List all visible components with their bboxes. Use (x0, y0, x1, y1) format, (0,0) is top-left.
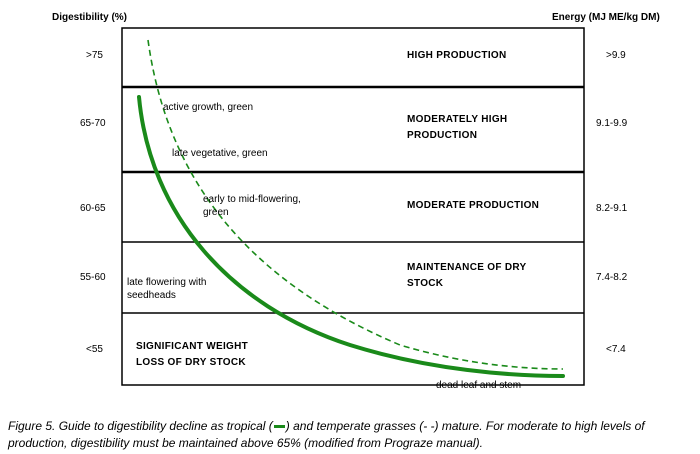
band-label-line: MAINTENANCE OF DRY (407, 262, 527, 273)
growth-stage-annotation: late flowering with seedheads (127, 277, 207, 301)
growth-stage-annotation: early to mid-flowering, green (203, 194, 301, 218)
chart-frame (121, 27, 585, 386)
band-label-line: MODERATELY HIGH (407, 114, 508, 125)
band-label-line: HIGH PRODUCTION (407, 50, 507, 61)
growth-stage-annotation: active growth, green (163, 102, 254, 113)
temperate-grass-curve (147, 39, 564, 370)
band-label-line: LOSS OF DRY STOCK (136, 357, 246, 368)
band-label: MODERATELY HIGH PRODUCTION (407, 112, 507, 144)
growth-stage-annotation: dead leaf and stem (436, 380, 522, 391)
band-label: SIGNIFICANT WEIGHT LOSS OF DRY STOCK (136, 339, 248, 371)
right-axis-header: Energy (MJ ME/kg DM) (552, 12, 660, 23)
energy-level: <7.4 (606, 344, 626, 355)
energy-level: >9.9 (606, 50, 626, 61)
tropical-grass-curve (137, 95, 565, 378)
band-label-line: STOCK (407, 278, 444, 289)
energy-level: 9.1-9.9 (596, 118, 628, 129)
band-label-line: SIGNIFICANT WEIGHT (136, 341, 249, 352)
energy-level: 8.2-9.1 (596, 203, 628, 214)
caption-text: Figure 5. Guide to digestibility decline… (8, 419, 273, 433)
caption-text: ) and temperate grasses (- -) mature. Fo… (8, 419, 645, 450)
digestibility-level: 60-65 (80, 203, 106, 214)
digestibility-level: >75 (86, 50, 103, 61)
figure-caption: Figure 5. Guide to digestibility decline… (8, 418, 698, 452)
solid-line-legend-icon (273, 425, 285, 429)
band-label-line: MODERATE PRODUCTION (407, 200, 540, 211)
digestibility-level: 55-60 (80, 272, 106, 283)
digestibility-level: 65-70 (80, 118, 106, 129)
left-axis-header: Digestibility (%) (52, 12, 128, 23)
growth-stage-annotation: late vegetative, green (172, 148, 268, 159)
energy-level: 7.4-8.2 (596, 272, 628, 283)
band-label: HIGH PRODUCTION (407, 48, 507, 64)
band-label-line: PRODUCTION (407, 130, 478, 141)
digestibility-level: <55 (86, 344, 103, 355)
band-label: MODERATE PRODUCTION (407, 198, 539, 214)
band-label: MAINTENANCE OF DRY STOCK (407, 260, 526, 292)
